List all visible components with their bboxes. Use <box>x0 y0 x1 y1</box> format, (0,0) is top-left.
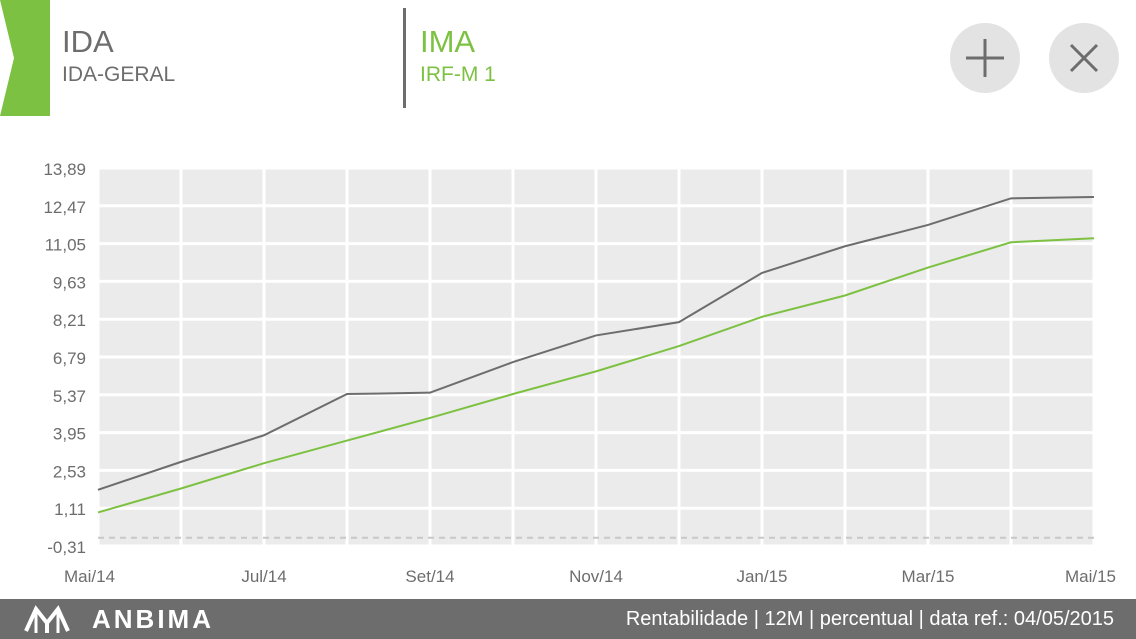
series-line-green <box>97 237 1095 514</box>
close-icon <box>1069 43 1099 73</box>
x-tick-label: Mai/14 <box>64 567 115 586</box>
x-tick-label: Jan/15 <box>736 567 787 586</box>
y-tick-label: 11,05 <box>45 236 86 255</box>
y-tick-label: 5,37 <box>53 387 86 406</box>
y-tick-label: 1,11 <box>54 500 86 519</box>
series-a-subtitle: IDA-GERAL <box>62 63 176 86</box>
y-tick-label: 12,47 <box>43 198 86 217</box>
series-a-title: IDA <box>62 24 114 59</box>
chart-caption: Rentabilidade | 12M | percentual | data … <box>625 608 1114 630</box>
add-button[interactable] <box>950 23 1020 93</box>
y-tick-label: 6,79 <box>53 349 86 368</box>
series-b-title: IMA <box>420 24 476 59</box>
y-tick-label: 3,95 <box>53 425 86 444</box>
close-button[interactable] <box>1049 23 1119 93</box>
x-tick-label: Mai/15 <box>1065 567 1116 586</box>
y-tick-label: 2,53 <box>53 462 86 481</box>
y-tick-label: 9,63 <box>53 273 86 292</box>
x-tick-label: Mar/15 <box>902 567 955 586</box>
back-arrow-icon[interactable] <box>0 0 50 116</box>
x-tick-label: Nov/14 <box>569 567 623 586</box>
series-b-block[interactable]: IMA IRF-M 1 <box>420 24 496 88</box>
line-chart: 13,89 12,47 11,05 9,63 8,21 6,79 5,37 3,95 2,53 1… <box>43 160 1116 586</box>
y-tick-label: -0,31 <box>47 538 86 557</box>
header: IDA IDA-GERAL IMA IRF-M 1 <box>0 0 1136 116</box>
header-divider <box>403 8 406 108</box>
brand-name: ANBIMA <box>92 604 214 634</box>
x-tick-label: Set/14 <box>405 567 454 586</box>
series-b-subtitle: IRF-M 1 <box>420 63 496 86</box>
series-a-block[interactable]: IDA IDA-GERAL <box>62 24 175 88</box>
y-tick-label: 13,89 <box>43 160 86 179</box>
series-line-gray <box>97 196 1095 491</box>
y-tick-label: 8,21 <box>53 311 86 330</box>
anbima-logo-icon <box>24 605 70 633</box>
footer: ANBIMA Rentabilidade | 12M | percentual … <box>0 599 1136 639</box>
x-tick-label: Jul/14 <box>241 567 286 586</box>
plus-icon <box>966 39 1004 77</box>
